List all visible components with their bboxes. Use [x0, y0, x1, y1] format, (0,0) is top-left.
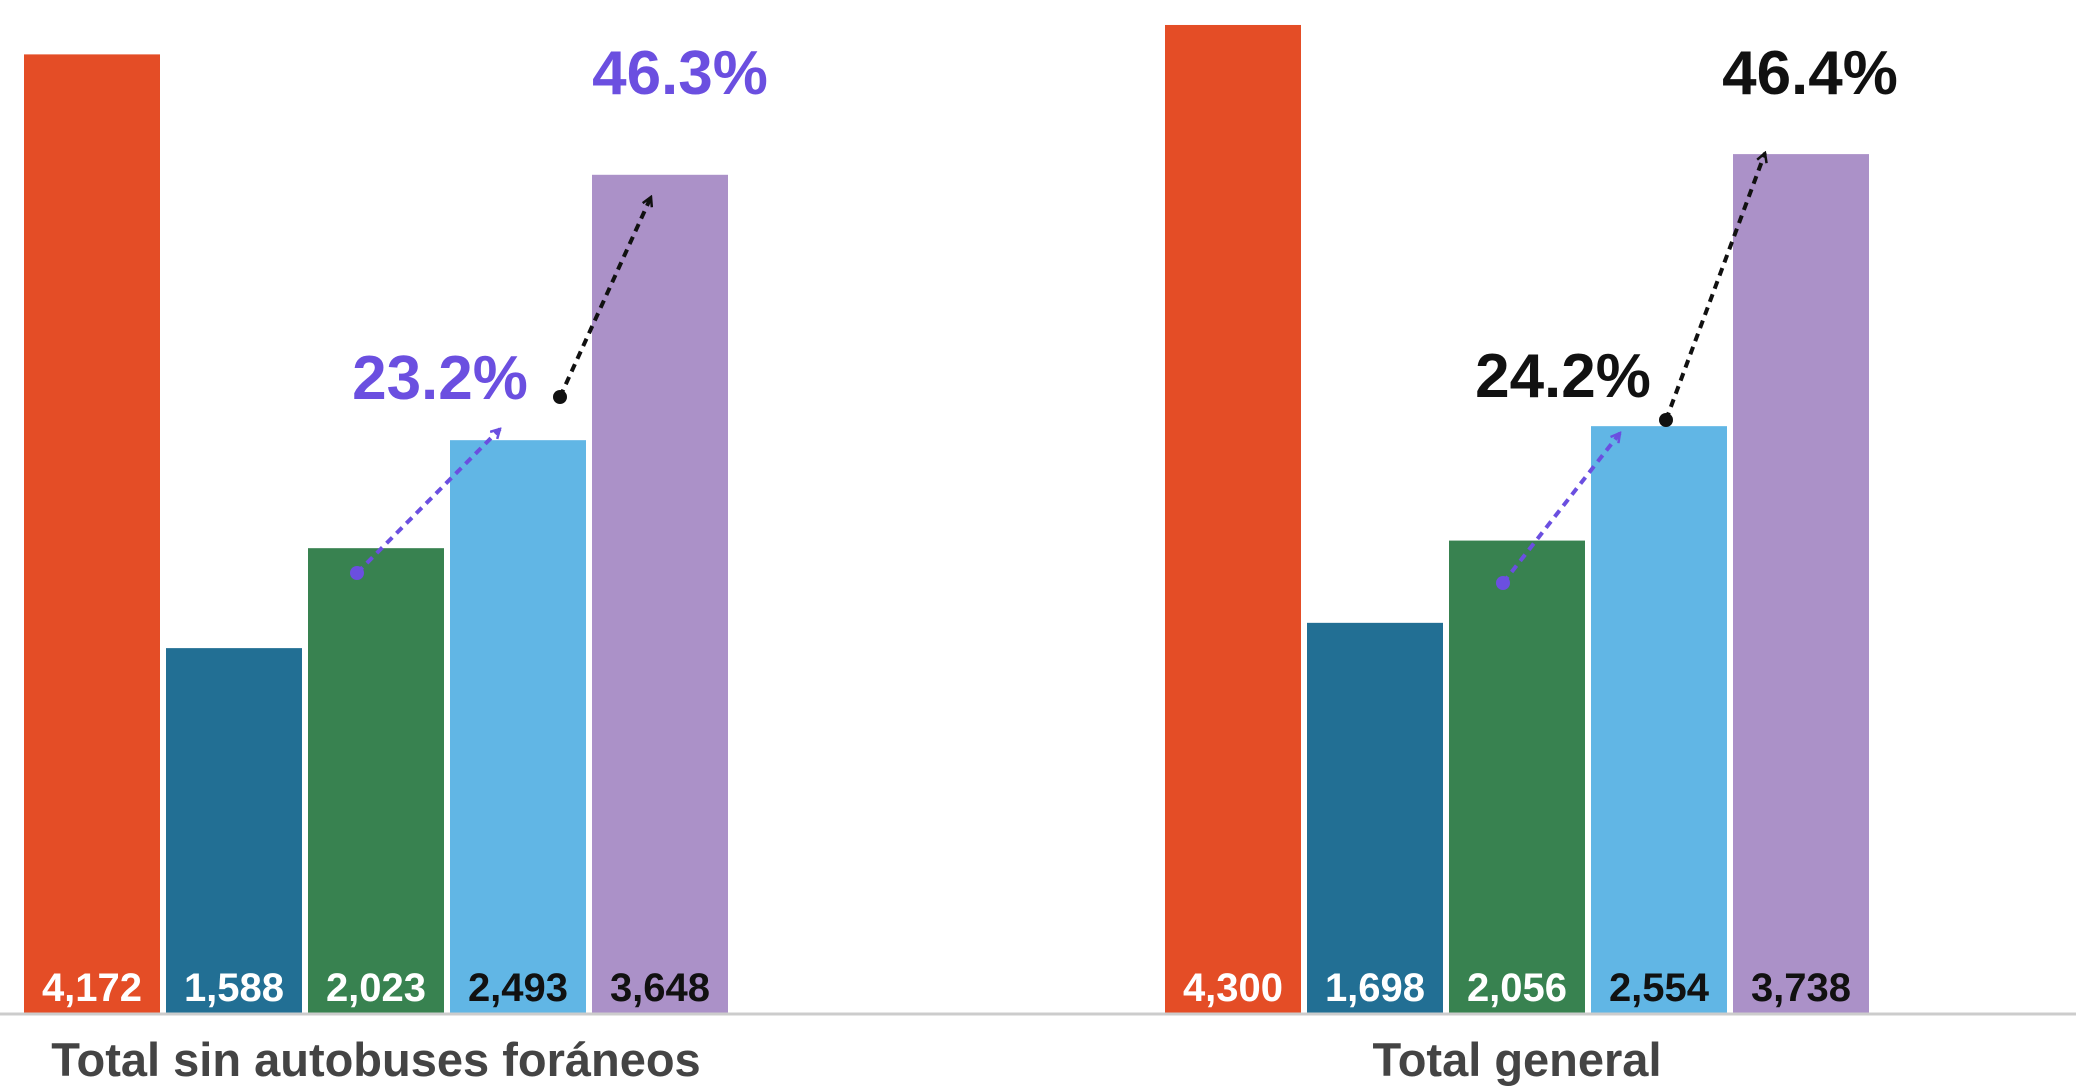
bar-value-label: 4,300 — [1183, 966, 1283, 1010]
bar-value-label: 2,056 — [1467, 966, 1567, 1010]
bar-g1-s0 — [1165, 24, 1301, 1013]
growth-arrow — [558, 197, 651, 398]
bar-g1-s1 — [1307, 622, 1443, 1013]
growth-arrow — [355, 429, 500, 575]
growth-arrow-dot — [350, 566, 364, 580]
category-label: Total general — [1372, 1033, 1661, 1086]
growth-arrow — [1664, 153, 1765, 421]
growth-percent-label: 23.2% — [352, 344, 528, 413]
bar-g0-s4 — [592, 174, 728, 1014]
bar-g1-s2 — [1449, 540, 1585, 1013]
growth-percent-label: 24.2% — [1475, 342, 1651, 411]
growth-arrow — [1501, 433, 1620, 585]
bar-value-label: 2,023 — [326, 966, 426, 1010]
bar-value-label: 3,648 — [610, 966, 710, 1010]
growth-arrow-dot — [1496, 576, 1510, 590]
growth-percent-label: 46.3% — [592, 39, 768, 108]
bar-value-label: 1,588 — [184, 966, 284, 1010]
bar-g0-s3 — [450, 440, 586, 1013]
bar-value-label: 4,172 — [42, 966, 142, 1010]
bar-g0-s0 — [24, 54, 160, 1013]
bar-value-label: 2,493 — [468, 966, 568, 1010]
bar-value-label: 1,698 — [1325, 966, 1425, 1010]
growth-arrow-dot — [553, 390, 567, 404]
bar-g0-s1 — [166, 648, 302, 1013]
bar-g1-s3 — [1591, 426, 1727, 1013]
growth-arrow-dot — [1659, 413, 1673, 427]
growth-percent-label: 46.4% — [1722, 39, 1898, 108]
bar-g1-s4 — [1733, 154, 1869, 1013]
category-label: Total sin autobuses foráneos — [51, 1033, 700, 1086]
bar-value-label: 2,554 — [1609, 966, 1710, 1010]
bar-g0-s2 — [308, 548, 444, 1013]
bar-value-label: 3,738 — [1751, 966, 1851, 1010]
